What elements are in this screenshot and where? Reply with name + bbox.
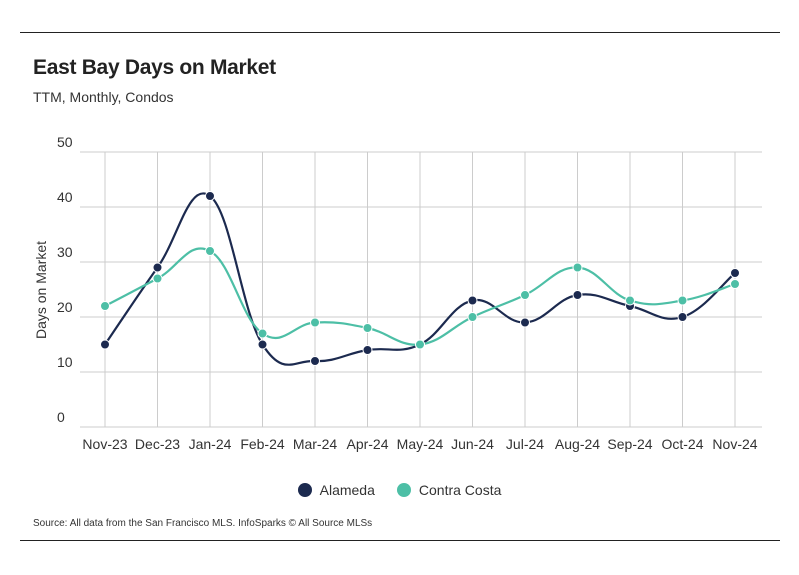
grid bbox=[80, 151, 762, 428]
y-tick-label: 40 bbox=[57, 189, 73, 205]
legend-item-alameda[interactable]: Alameda bbox=[297, 482, 375, 498]
x-tick-label: Feb-24 bbox=[240, 436, 285, 452]
x-tick-label: Nov-23 bbox=[82, 436, 127, 452]
legend-label-alameda: Alameda bbox=[319, 482, 375, 498]
data-point-alameda[interactable] bbox=[310, 356, 320, 366]
chart-subtitle: TTM, Monthly, Condos bbox=[33, 89, 174, 105]
data-point-alameda[interactable] bbox=[730, 268, 740, 278]
source-note: Source: All data from the San Francisco … bbox=[33, 518, 373, 529]
bottom-rule bbox=[20, 540, 780, 541]
x-tick-label: Aug-24 bbox=[555, 436, 600, 452]
legend-swatch-alameda bbox=[297, 483, 312, 497]
data-point-contra-costa[interactable] bbox=[467, 312, 478, 322]
data-point-contra-costa[interactable] bbox=[152, 273, 163, 284]
x-tick-label: Jul-24 bbox=[506, 436, 544, 452]
data-point-alameda[interactable] bbox=[205, 191, 215, 201]
legend-label-contra-costa: Contra Costa bbox=[418, 482, 502, 498]
data-point-contra-costa[interactable] bbox=[677, 295, 688, 306]
y-tick-label: 0 bbox=[57, 409, 65, 425]
y-axis-ticks: 0 10 20 30 40 50 bbox=[57, 134, 73, 425]
legend: Alameda Contra Costa bbox=[0, 482, 799, 498]
data-point-alameda[interactable] bbox=[100, 339, 110, 350]
data-point-contra-costa[interactable] bbox=[362, 323, 373, 333]
data-point-contra-costa[interactable] bbox=[205, 246, 215, 256]
chart-title: East Bay Days on Market bbox=[33, 56, 276, 79]
series-points bbox=[100, 191, 740, 366]
data-point-contra-costa[interactable] bbox=[730, 279, 740, 289]
x-tick-label: Sep-24 bbox=[607, 436, 652, 452]
x-axis-ticks: Nov-23 Dec-23 Jan-24 Feb-24 Mar-24 Apr-24 May-… bbox=[82, 436, 757, 452]
data-point-alameda[interactable] bbox=[520, 317, 530, 328]
data-point-contra-costa[interactable] bbox=[625, 295, 635, 306]
data-point-alameda[interactable] bbox=[257, 339, 268, 350]
y-tick-label: 10 bbox=[57, 354, 73, 370]
data-point-alameda[interactable] bbox=[152, 262, 163, 273]
data-point-alameda[interactable] bbox=[572, 290, 583, 300]
x-tick-label: May-24 bbox=[397, 436, 444, 452]
data-point-contra-costa[interactable] bbox=[310, 317, 320, 328]
data-point-contra-costa[interactable] bbox=[415, 339, 425, 350]
legend-item-contra-costa[interactable]: Contra Costa bbox=[396, 482, 502, 498]
data-point-contra-costa[interactable] bbox=[100, 301, 110, 311]
data-point-contra-costa[interactable] bbox=[520, 290, 530, 300]
data-point-alameda[interactable] bbox=[677, 312, 688, 322]
data-point-alameda[interactable] bbox=[362, 345, 373, 355]
legend-swatch-contra-costa bbox=[396, 483, 411, 497]
top-rule bbox=[20, 32, 780, 33]
y-tick-label: 20 bbox=[57, 299, 73, 315]
y-axis-label: Days on Market bbox=[33, 241, 49, 339]
x-tick-label: Jun-24 bbox=[451, 436, 494, 452]
x-tick-label: Nov-24 bbox=[712, 436, 757, 452]
data-point-alameda[interactable] bbox=[467, 295, 478, 306]
x-tick-label: Jan-24 bbox=[189, 436, 232, 452]
x-tick-label: Oct-24 bbox=[661, 436, 703, 452]
y-tick-label: 30 bbox=[57, 244, 73, 260]
data-point-contra-costa[interactable] bbox=[572, 262, 583, 273]
x-tick-label: Mar-24 bbox=[293, 436, 338, 452]
data-point-contra-costa[interactable] bbox=[257, 328, 268, 339]
y-tick-label: 50 bbox=[57, 134, 73, 150]
x-tick-label: Dec-23 bbox=[135, 436, 180, 452]
x-tick-label: Apr-24 bbox=[346, 436, 388, 452]
